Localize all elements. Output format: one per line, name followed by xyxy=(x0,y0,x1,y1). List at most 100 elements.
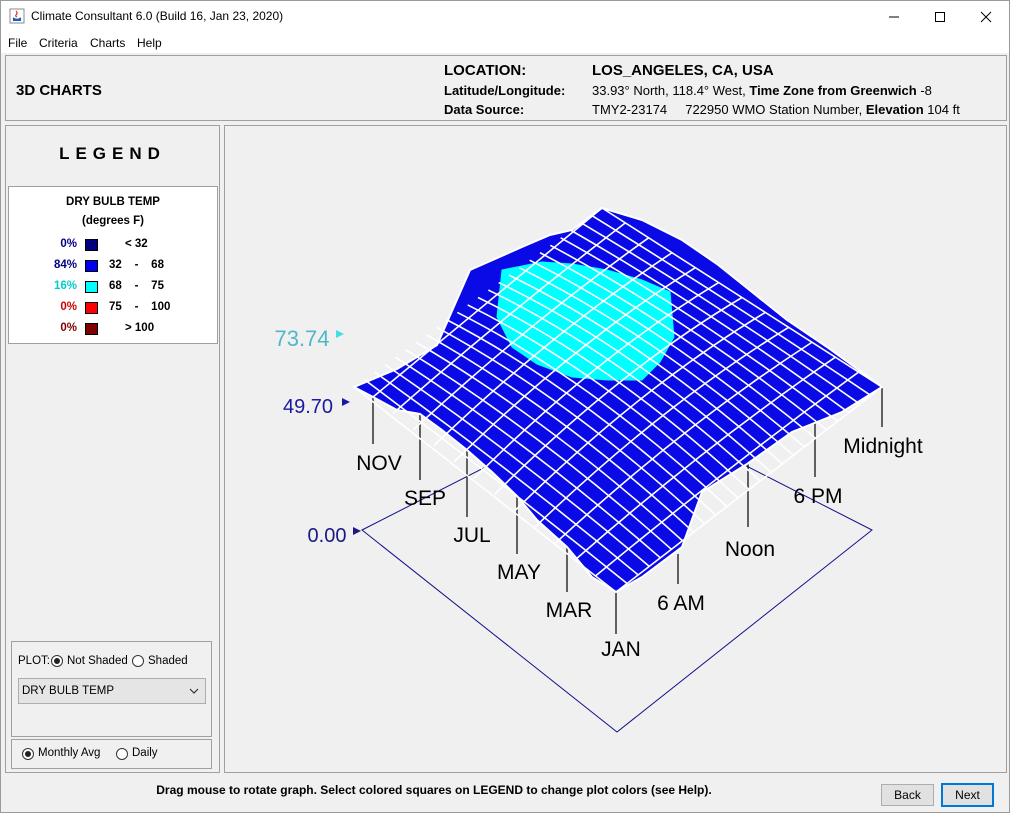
value-axis-labels: 73.74 49.70 0.00 xyxy=(274,326,361,547)
legend-percent: 84% xyxy=(53,259,77,271)
surface-grid-line xyxy=(570,229,850,414)
chart-panel[interactable]: 73.74 49.70 0.00 NOV SEP JUL MAY MAR JAN… xyxy=(224,125,1007,773)
month-axis-labels: NOV SEP JUL MAY MAR JAN xyxy=(356,452,641,661)
plot-options: PLOT: Not Shaded Shaded DRY BULB TEMP xyxy=(11,641,212,737)
page-title: 3D CHARTS xyxy=(16,82,102,99)
data-source-label: Data Source: xyxy=(444,102,525,117)
legend-range: > 100 xyxy=(125,322,155,334)
shaded-label[interactable]: Shaded xyxy=(148,655,188,667)
legend-percent: 16% xyxy=(53,280,77,292)
chevron-down-icon xyxy=(189,688,199,694)
surface-grid-line xyxy=(574,356,836,561)
location-header: 3D CHARTS LOCATION: LOS_ANGELES, CA, USA… xyxy=(5,55,1007,121)
surface-grid-line xyxy=(456,311,728,508)
legend-row: 0% < 32 xyxy=(9,238,217,254)
station-value: 722950 WMO Station Number, xyxy=(685,102,863,117)
surface-grid-line xyxy=(446,319,717,516)
timezone-value: -8 xyxy=(920,83,932,98)
month-label-nov: NOV xyxy=(356,452,402,475)
month-label-jan: JAN xyxy=(601,638,641,661)
legend-range: < 32 xyxy=(125,238,148,250)
period-options: Monthly Avg Daily xyxy=(11,739,212,769)
legend-row: 16% 68 - 75 xyxy=(9,280,217,296)
monthly-avg-radio[interactable] xyxy=(22,748,34,760)
menu-charts[interactable]: Charts xyxy=(90,36,126,50)
legend-range: 68 - 75 xyxy=(109,280,164,292)
legend-panel: LEGEND DRY BULB TEMP (degrees F) 0% < 32 8… xyxy=(5,125,220,773)
surface-grid-line xyxy=(529,259,805,448)
legend-range: 75 - 100 xyxy=(109,301,171,313)
elevation-label: Elevation xyxy=(865,102,924,117)
legend-box: DRY BULB TEMP (degrees F) 0% < 32 84% 32 - … xyxy=(8,186,218,344)
daily-radio[interactable] xyxy=(116,748,128,760)
surface-grid-line xyxy=(477,296,750,491)
legend-row: 0% 75 - 100 xyxy=(9,301,217,317)
legend-color-swatch[interactable] xyxy=(85,281,98,293)
variable-select[interactable]: DRY BULB TEMP xyxy=(18,678,206,704)
legend-range: 32 - 68 xyxy=(109,259,164,271)
surface-grid-line xyxy=(591,214,872,397)
data-source-value: TMY2-23174 xyxy=(592,102,668,117)
shaded-radio[interactable] xyxy=(132,655,144,667)
legend-color-swatch[interactable] xyxy=(85,323,98,335)
legend-color-swatch[interactable] xyxy=(85,239,98,251)
surface-grid-line xyxy=(415,341,684,542)
surface-grid-line xyxy=(436,326,706,525)
surface-grid-line xyxy=(487,289,761,482)
surface-grid-line xyxy=(508,274,783,465)
next-button[interactable]: Next xyxy=(941,783,994,807)
value-label-49: 49.70 xyxy=(283,396,333,418)
legend-variable: DRY BULB TEMP xyxy=(66,196,160,208)
legend-row: 0% > 100 xyxy=(9,322,217,338)
value-label-73: 73.74 xyxy=(274,326,329,351)
close-button[interactable] xyxy=(963,1,1009,32)
legend-title: LEGEND xyxy=(59,144,166,163)
surface-grid-line xyxy=(534,326,790,528)
maximize-button[interactable] xyxy=(917,1,963,32)
daily-label[interactable]: Daily xyxy=(132,747,158,759)
month-label-sep: SEP xyxy=(404,487,446,510)
surface-grid xyxy=(353,207,883,593)
legend-units: (degrees F) xyxy=(82,215,144,227)
surface-grid-line xyxy=(412,237,650,431)
surface-grid-line xyxy=(363,378,628,585)
surface-grid-line xyxy=(549,244,828,431)
surface-grid-line xyxy=(405,349,672,550)
latlon-value: 33.93° North, 118.4° West, xyxy=(592,83,746,98)
surface-grid-line xyxy=(580,222,861,405)
value-marker-49 xyxy=(342,398,350,406)
menu-bar: File Criteria Charts Help xyxy=(1,32,1009,53)
data-source-line: TMY2-23174 722950 WMO Station Number, El… xyxy=(592,102,960,117)
value-marker-0 xyxy=(353,527,361,535)
back-button[interactable]: Back xyxy=(881,784,934,806)
hour-label-6am: 6 AM xyxy=(657,592,705,615)
menu-criteria[interactable]: Criteria xyxy=(39,36,78,50)
plot-label: PLOT: xyxy=(18,655,50,667)
hour-axis-labels: Midnight 6 PM Noon 6 AM xyxy=(657,435,923,615)
menu-file[interactable]: File xyxy=(8,36,28,50)
legend-color-swatch[interactable] xyxy=(85,260,98,272)
close-icon xyxy=(980,11,992,22)
surface-grid-line xyxy=(353,386,617,593)
value-label-0: 0.00 xyxy=(308,525,347,547)
minimize-button[interactable] xyxy=(871,1,917,32)
surface-grid-line xyxy=(453,266,696,463)
menu-help[interactable]: Help xyxy=(137,36,162,50)
elevation-value: 104 ft xyxy=(927,102,960,117)
not-shaded-label[interactable]: Not Shaded xyxy=(67,655,128,667)
surface-grid-line xyxy=(425,334,695,533)
3d-surface-chart[interactable]: 73.74 49.70 0.00 NOV SEP JUL MAY MAR JAN… xyxy=(225,126,1006,772)
not-shaded-radio[interactable] xyxy=(51,655,63,667)
minimize-icon xyxy=(889,16,899,17)
java-app-icon xyxy=(9,8,25,24)
maximize-icon xyxy=(935,11,945,22)
surface-grid-line xyxy=(394,356,661,559)
monthly-avg-label[interactable]: Monthly Avg xyxy=(38,747,101,759)
surface-grid-line xyxy=(539,252,817,439)
surface-grid-line xyxy=(473,281,720,479)
legend-color-swatch[interactable] xyxy=(85,302,98,314)
window-title: Climate Consultant 6.0 (Build 16, Jan 23… xyxy=(31,9,284,23)
surface-grid-line xyxy=(374,371,639,576)
surface-grid-line xyxy=(498,281,772,474)
surface-grid-line xyxy=(518,266,794,456)
